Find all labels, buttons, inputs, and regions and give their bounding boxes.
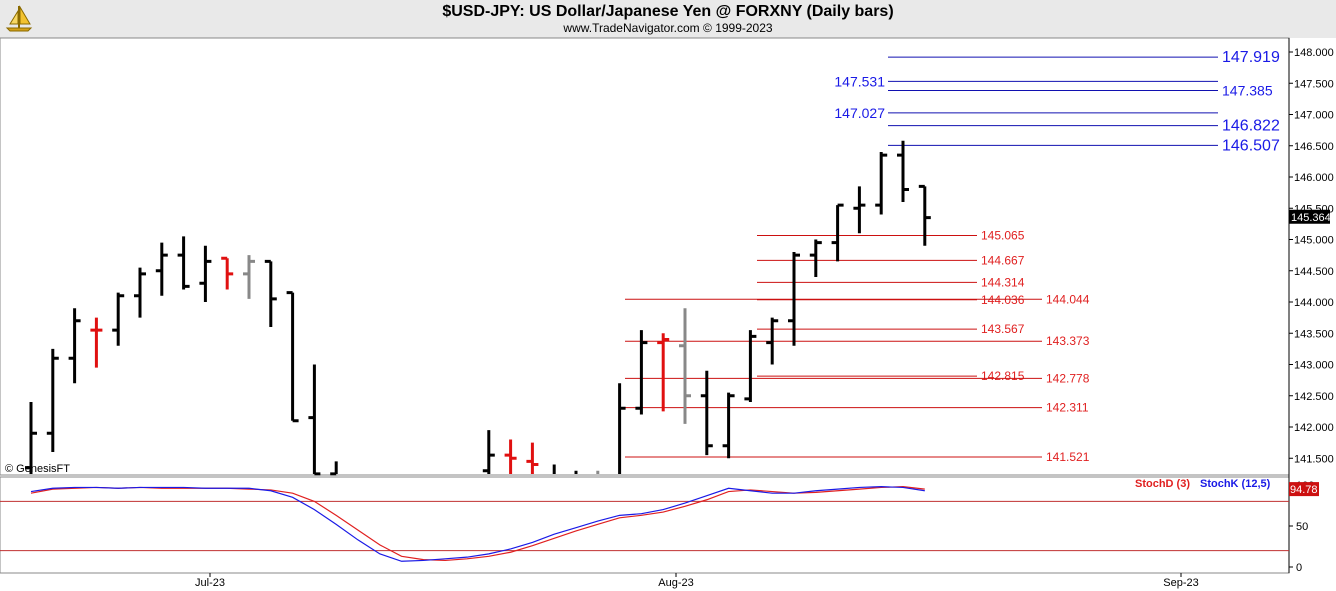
- price-tick-label: 146.500: [1294, 141, 1334, 153]
- price-tick-label: 142.000: [1294, 422, 1334, 434]
- ohlc-bar: [112, 292, 125, 346]
- price-tick-label: 141.500: [1294, 453, 1334, 465]
- time-axis: Jul-23 Aug-23 Sep-23: [195, 573, 1199, 589]
- stochk-legend: StochK (12,5): [1200, 478, 1271, 490]
- ohlc-bar: [243, 255, 255, 299]
- stochk-line: [30, 486, 925, 562]
- ohlc-bar: [831, 203, 844, 262]
- time-tick-label: Aug-23: [658, 577, 693, 589]
- price-tick-label: 147.000: [1294, 110, 1334, 122]
- ohlc-bar: [635, 330, 648, 415]
- time-tick-label: Jul-23: [195, 577, 225, 589]
- support-level-label: 144.667: [981, 253, 1025, 267]
- support-level-label: 143.567: [981, 322, 1025, 336]
- ohlc-bar: [722, 392, 735, 459]
- resistance-level-label: 147.531: [834, 73, 885, 89]
- ohlc-bar: [46, 348, 59, 452]
- ohlc-bar: [809, 239, 822, 277]
- ohlc-bar: [700, 370, 713, 456]
- stochastic-last-label: 94.78: [1290, 484, 1318, 496]
- ohlc-bar: [875, 152, 888, 215]
- bars-layer: [25, 140, 931, 476]
- price-tick-label: 144.500: [1294, 266, 1334, 278]
- levels-layer: 145.065144.667144.314144.036143.567142.8…: [625, 49, 1280, 464]
- last-price-label: 145.364: [1291, 212, 1331, 224]
- price-tick-label: 145.000: [1294, 235, 1334, 247]
- support-level-label: 142.311: [1046, 401, 1089, 415]
- time-tick-label: Sep-23: [1163, 577, 1198, 589]
- ohlc-bar: [68, 308, 81, 384]
- trade-navigator-logo-icon: [5, 5, 33, 32]
- ohlc-bar: [330, 461, 338, 476]
- stochastic-tick-label: 50: [1296, 521, 1308, 533]
- ohlc-bar: [918, 184, 931, 246]
- ohlc-bar: [766, 317, 779, 365]
- ohlc-bar: [134, 267, 146, 318]
- ohlc-bar: [25, 402, 37, 474]
- support-level-label: 145.065: [981, 228, 1025, 242]
- support-level-label: 144.314: [981, 275, 1025, 289]
- support-level-label: 141.521: [1046, 450, 1090, 464]
- chart-header: $USD-JPY: US Dollar/Japanese Yen @ FORXN…: [0, 0, 1336, 38]
- resistance-level-label: 146.822: [1222, 118, 1280, 135]
- last-price-marker: [1289, 209, 1330, 224]
- price-tick-label: 143.000: [1294, 360, 1334, 372]
- resistance-level-label: 147.027: [834, 105, 885, 121]
- ohlc-bar: [788, 252, 800, 346]
- ohlc-bar: [155, 242, 168, 296]
- price-tick-label: 142.500: [1294, 391, 1334, 403]
- ohlc-bar: [679, 308, 691, 424]
- resistance-level-label: 147.385: [1222, 82, 1273, 98]
- stochastic-tick-label: 0: [1296, 562, 1302, 574]
- stochastic-last-marker: [1289, 482, 1319, 497]
- chart-title: $USD-JPY: US Dollar/Japanese Yen @ FORXN…: [442, 3, 894, 20]
- resistance-level-label: 146.507: [1222, 137, 1280, 154]
- stochastic-layer: 100500StochD (3)StochK (12,5)94.78: [0, 478, 1319, 574]
- chart-subtitle: www.TradeNavigator.com © 1999-2023: [563, 21, 773, 35]
- ohlc-bar: [744, 330, 757, 402]
- stochd-line: [30, 486, 925, 562]
- ohlc-bar: [264, 259, 277, 327]
- watermark-label: © GenesisFT: [5, 463, 70, 475]
- price-tick-label: 144.000: [1294, 297, 1334, 309]
- stochd-legend: StochD (3): [1135, 478, 1190, 490]
- ohlc-bar: [177, 236, 190, 290]
- ohlc-bar: [657, 333, 670, 412]
- ohlc-bar: [897, 140, 909, 202]
- ohlc-bar: [199, 245, 212, 302]
- ohlc-bar: [221, 256, 234, 290]
- ohlc-bar: [286, 291, 299, 423]
- ohlc-bar: [504, 439, 517, 474]
- support-level-label: 143.373: [1046, 334, 1090, 348]
- ohlc-bar: [618, 383, 626, 474]
- support-level-label: 144.044: [1046, 292, 1090, 306]
- ohlc-bar: [308, 364, 321, 476]
- ohlc-bar: [853, 186, 866, 234]
- price-tick-label: 148.000: [1294, 47, 1334, 59]
- price-tick-label: 146.000: [1294, 172, 1334, 184]
- ohlc-bar: [90, 317, 103, 368]
- ohlc-bar: [526, 442, 539, 474]
- price-tick-label: 147.500: [1294, 78, 1334, 90]
- resistance-level-label: 147.919: [1222, 49, 1280, 66]
- ohlc-bar: [482, 430, 495, 474]
- stochastic-panel: [0, 476, 1290, 574]
- support-level-label: 142.778: [1046, 371, 1090, 385]
- price-tick-label: 143.500: [1294, 328, 1334, 340]
- price-panel: [0, 37, 1290, 476]
- support-level-label: 142.815: [981, 369, 1025, 383]
